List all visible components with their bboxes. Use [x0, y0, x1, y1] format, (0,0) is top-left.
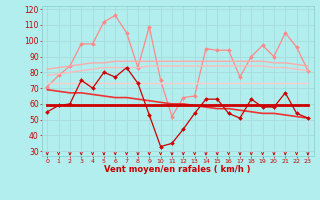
X-axis label: Vent moyen/en rafales ( km/h ): Vent moyen/en rafales ( km/h ) [104, 165, 251, 174]
